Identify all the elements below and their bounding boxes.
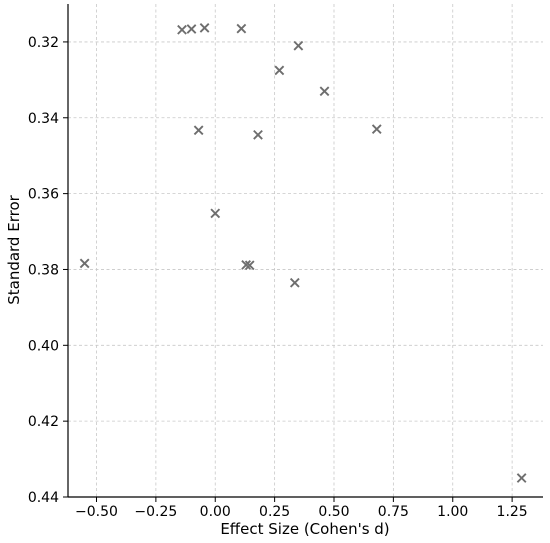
y-tick-label: 0.40 — [28, 338, 59, 354]
y-axis-label: Standard Error — [5, 194, 23, 304]
scatter-point — [186, 24, 197, 34]
x-tick-label: −0.25 — [134, 504, 177, 520]
scatter-point — [199, 23, 210, 33]
scatter-point — [193, 125, 204, 136]
scatter-point — [293, 40, 304, 51]
x-axis-label: Effect Size (Cohen's d) — [220, 520, 389, 538]
y-tick-label: 0.36 — [28, 187, 59, 203]
scatter-point — [177, 24, 187, 35]
x-tick-label: 1.25 — [497, 504, 528, 520]
grid-lines — [68, 4, 543, 498]
scatter-point — [79, 258, 90, 269]
y-ticks: 0.32 0.34 0.36 0.38 0.40 0.42 0.44 — [28, 35, 68, 506]
scatter-point — [210, 208, 221, 219]
scatter-point — [241, 260, 251, 270]
y-tick-label: 0.32 — [28, 35, 59, 51]
scatter-point — [289, 277, 300, 288]
scatter-point — [244, 260, 255, 271]
y-tick-label: 0.44 — [28, 490, 59, 506]
scatter-point — [274, 65, 285, 76]
y-tick-label: 0.42 — [28, 414, 59, 430]
y-tick-label: 0.34 — [28, 111, 59, 127]
x-tick-label: 0.00 — [200, 504, 231, 520]
data-points — [79, 23, 527, 483]
x-tick-label: −0.50 — [75, 504, 118, 520]
x-tick-label: 1.00 — [437, 504, 468, 520]
scatter-point — [516, 473, 527, 483]
x-tick-label: 0.50 — [318, 504, 349, 520]
x-tick-label: 0.75 — [378, 504, 409, 520]
scatter-point — [371, 124, 382, 135]
axes — [67, 4, 543, 498]
y-tick-label: 0.38 — [28, 262, 59, 278]
scatter-point — [253, 129, 263, 140]
scatter-point — [236, 23, 247, 34]
x-ticks: −0.50 −0.25 0.00 0.25 0.50 0.75 1.00 1.25 — [75, 497, 528, 520]
x-tick-label: 0.25 — [259, 504, 290, 520]
scatter-point — [319, 86, 330, 97]
